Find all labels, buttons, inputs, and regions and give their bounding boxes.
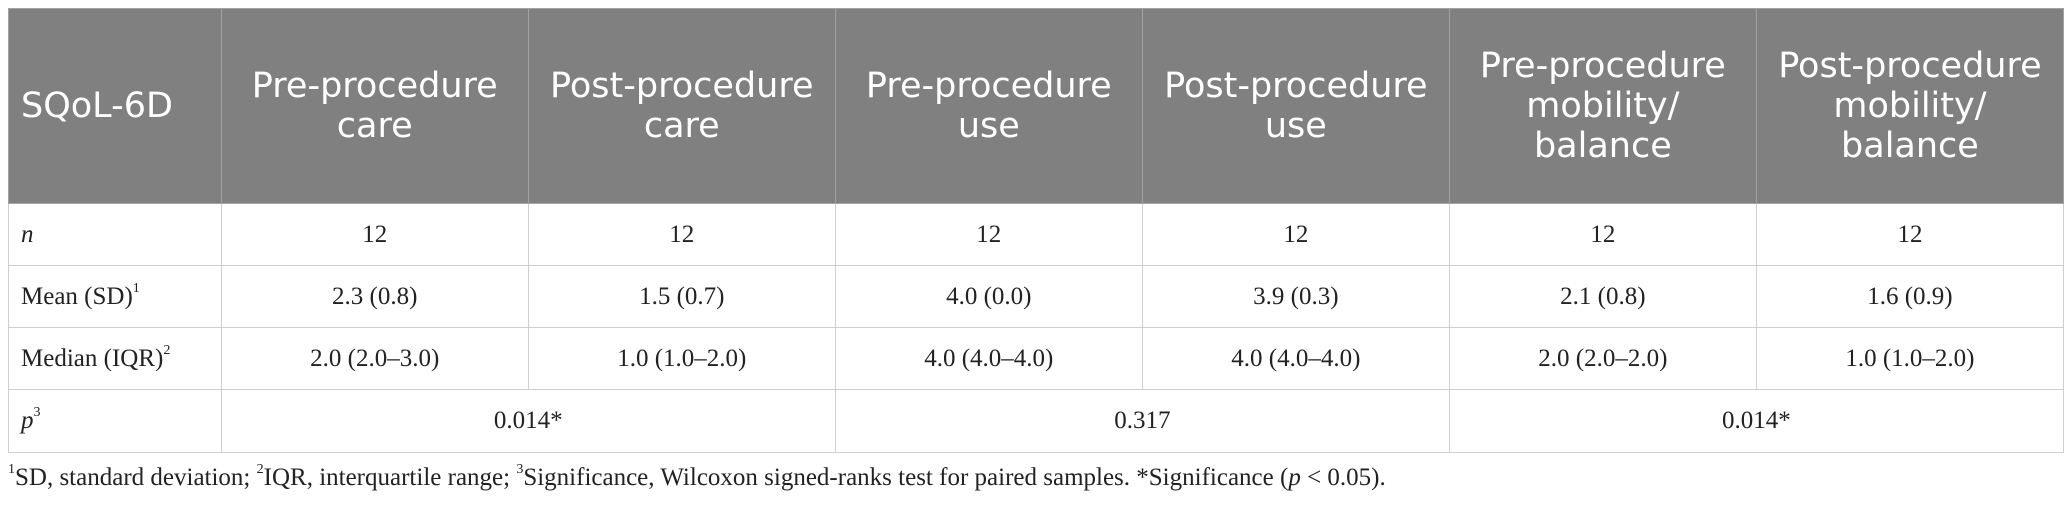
row-label: p3: [8, 389, 222, 453]
table-footnote: 1SD, standard deviation; 2IQR, interquar…: [8, 462, 1386, 492]
header-sqol-6d: SQoL-6D: [8, 8, 222, 204]
table-cell: 3.9 (0.3): [1141, 265, 1450, 328]
table-cell: 12: [1448, 203, 1757, 266]
footnote-text: Significance, Wilcoxon signed-ranks test…: [523, 464, 1289, 491]
footnote-text: < 0.05).: [1300, 464, 1386, 491]
header-pre-procedure-mobility-balance: Pre-procedure mobility/ balance: [1448, 8, 1757, 204]
table-cell: 4.0 (4.0–4.0): [834, 327, 1143, 390]
footnote-marker: 3: [516, 462, 524, 477]
header-post-procedure-mobility-balance: Post-procedure mobility/ balance: [1755, 8, 2065, 204]
footnote-text: SD, standard deviation;: [15, 464, 257, 491]
row-label: Median (IQR)2: [8, 327, 222, 390]
footnote-marker: 2: [256, 462, 264, 477]
header-post-procedure-use: Post-procedure use: [1141, 8, 1450, 204]
table-cell: 2.0 (2.0–2.0): [1448, 327, 1757, 390]
table-cell: 12: [1141, 203, 1450, 266]
row-label: Mean (SD)1: [8, 265, 222, 328]
header-pre-procedure-care: Pre-procedure care: [220, 8, 529, 204]
row-label-text: Mean (SD): [21, 282, 133, 310]
table-cell: 12: [1755, 203, 2065, 266]
row-label-text: Median (IQR): [21, 344, 164, 372]
header-pre-procedure-use: Pre-procedure use: [834, 8, 1143, 204]
footnote-marker: 1: [8, 462, 15, 477]
p-value-mobility: 0.014*: [1448, 389, 2065, 453]
footnote-marker: 1: [132, 280, 140, 296]
table-cell: 4.0 (0.0): [834, 265, 1143, 328]
table-cell: 2.1 (0.8): [1448, 265, 1757, 328]
table-cell: 2.3 (0.8): [220, 265, 529, 328]
header-row: SQoL-6D Pre-procedure care Post-procedur…: [8, 8, 2065, 204]
table-row-median: Median (IQR)2 2.0 (2.0–3.0) 1.0 (1.0–2.0…: [8, 327, 2065, 390]
row-label-text: n: [21, 220, 34, 248]
table-cell: 12: [220, 203, 529, 266]
footnote-marker: 3: [33, 405, 41, 420]
row-label: n: [8, 203, 222, 266]
table-cell: 4.0 (4.0–4.0): [1141, 327, 1450, 390]
table-cell: 1.0 (1.0–2.0): [527, 327, 836, 390]
footnote-text: p: [1288, 464, 1301, 491]
table-cell: 12: [834, 203, 1143, 266]
row-label-text: p: [21, 407, 34, 434]
p-value-use: 0.317: [834, 389, 1450, 453]
results-table: SQoL-6D Pre-procedure care Post-procedur…: [8, 8, 2065, 453]
table-row-p: p3 0.014* 0.317 0.014*: [8, 389, 2065, 453]
table-cell: 1.5 (0.7): [527, 265, 836, 328]
table-cell: 1.6 (0.9): [1755, 265, 2065, 328]
footnote-marker: 2: [163, 342, 171, 358]
table-row-n: n 12 12 12 12 12 12: [8, 203, 2065, 266]
footnote-text: IQR, interquartile range;: [263, 464, 517, 491]
header-post-procedure-care: Post-procedure care: [527, 8, 836, 204]
p-value-care: 0.014*: [220, 389, 836, 453]
table-cell: 2.0 (2.0–3.0): [220, 327, 529, 390]
table-cell: 12: [527, 203, 836, 266]
table-cell: 1.0 (1.0–2.0): [1755, 327, 2065, 390]
table-row-mean: Mean (SD)1 2.3 (0.8) 1.5 (0.7) 4.0 (0.0)…: [8, 265, 2065, 328]
